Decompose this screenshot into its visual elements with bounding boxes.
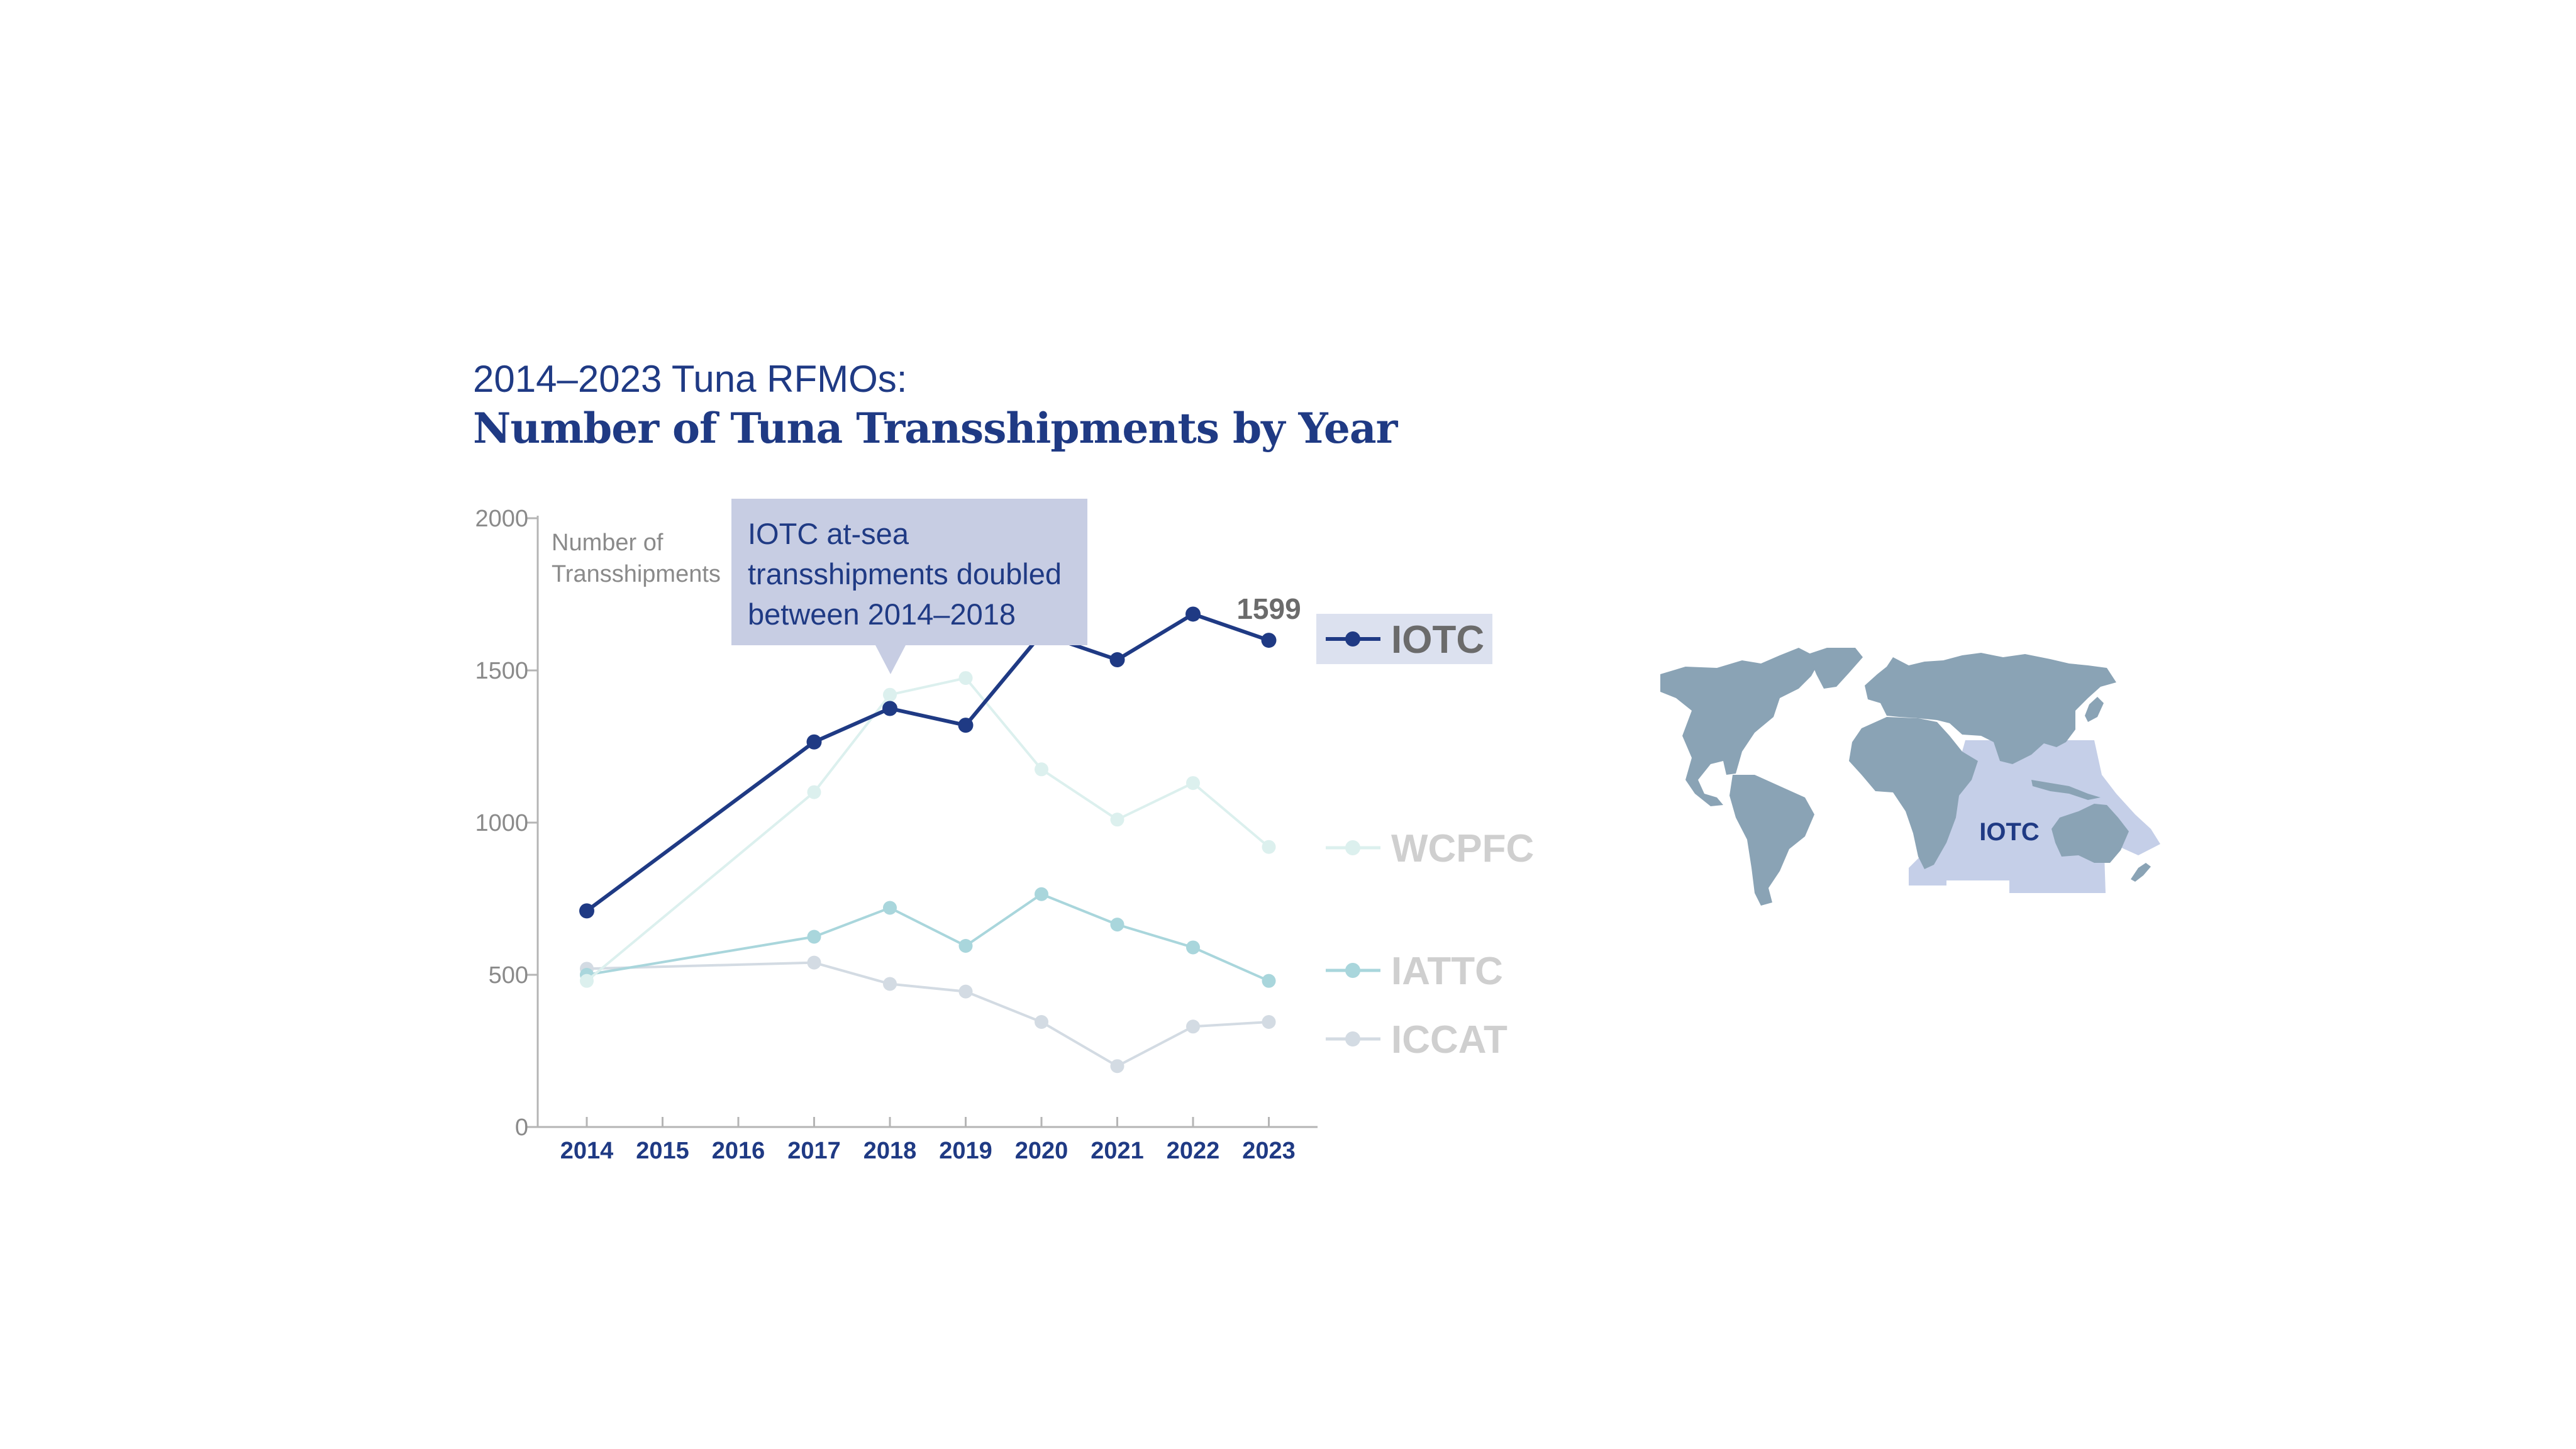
map-australia: [2051, 804, 2129, 863]
y-ticks: 0 500 1000 1500 2000: [475, 506, 538, 1141]
x-tick-label: 2021: [1091, 1138, 1144, 1164]
map-region-label: IOTC: [1979, 818, 2040, 846]
wcpfc-series-line: [586, 677, 1270, 982]
annotation-callout: IOTC at-sea transshipments doubled betwe…: [731, 499, 1087, 645]
chart-subtitle: 2014–2023 Tuna RFMOs:: [473, 358, 908, 400]
map-greenland: [1808, 648, 1863, 689]
legend-label-iotc: IOTC: [1391, 618, 1484, 662]
legend-swatch-dot-iotc: [1345, 631, 1360, 647]
x-tick-label: 2015: [636, 1138, 689, 1164]
x-tick-label: 2023: [1242, 1138, 1296, 1164]
iotc-data-point: [1261, 633, 1277, 648]
wcpfc-data-point: [807, 785, 821, 799]
x-ticks: 2014 2015 2016 2017 2018 2019 2020 2021 2022 2023: [560, 1117, 1296, 1164]
iattc-data-point: [1186, 940, 1200, 955]
x-tick-label: 2019: [939, 1138, 992, 1164]
x-tick-label: 2018: [863, 1138, 917, 1164]
wcpfc-data-point: [958, 671, 973, 686]
y-tick-label: 500: [489, 962, 528, 989]
x-tick-label: 2017: [787, 1138, 841, 1164]
iccat-data-point: [883, 977, 897, 991]
iccat-series-line: [586, 961, 1269, 1068]
x-tick-label: 2022: [1167, 1138, 1220, 1164]
x-tick-label: 2020: [1015, 1138, 1069, 1164]
wcpfc-data-point: [883, 687, 897, 702]
iattc-data-point: [1110, 918, 1124, 932]
iotc-data-point: [882, 701, 897, 716]
iattc-data-point: [1035, 887, 1048, 901]
world-map: IOTC: [1660, 648, 2160, 906]
wcpfc-data-point: [580, 974, 594, 988]
series-layer: [579, 606, 1277, 1074]
y-tick-label: 1500: [475, 658, 528, 684]
callout-pointer: [875, 645, 906, 674]
iattc-data-point: [883, 901, 897, 915]
map-north-america: [1660, 648, 1821, 806]
y-tick-label: 0: [515, 1114, 528, 1141]
iccat-data-point: [1186, 1019, 1200, 1034]
legend-label-iattc: IATTC: [1391, 950, 1503, 993]
iotc-last-value-label: 1599: [1236, 592, 1301, 625]
iotc-data-point: [1185, 606, 1201, 622]
legend-label-wcpfc: WCPFC: [1391, 827, 1534, 870]
iccat-data-point: [1110, 1059, 1124, 1074]
legend-label-iccat: ICCAT: [1391, 1018, 1507, 1062]
map-japan: [2085, 697, 2104, 722]
iattc-data-point: [958, 939, 973, 953]
map-indonesia: [2031, 780, 2101, 800]
iotc-data-point: [958, 718, 974, 733]
x-tick-label: 2014: [560, 1138, 614, 1164]
map-new-zealand: [2131, 863, 2151, 882]
iattc-series-line: [586, 892, 1270, 982]
legend: ICCAT IATTC WCPFC IOTC: [1316, 614, 1534, 1062]
map-south-america: [1729, 775, 1814, 906]
callout-line-3: between 2014–2018: [748, 597, 1016, 631]
legend-swatch-dot-iccat: [1345, 1031, 1360, 1046]
iccat-data-point: [1262, 1015, 1276, 1030]
legend-swatch-dot-iattc: [1345, 963, 1360, 978]
wcpfc-data-point: [1035, 762, 1048, 777]
callout-line-1: IOTC at-sea: [748, 517, 909, 550]
wcpfc-data-point: [1110, 813, 1124, 827]
chart-title: Number of Tuna Transshipments by Year: [473, 404, 1397, 453]
iattc-data-point: [807, 930, 821, 944]
map-africa: [1849, 717, 1978, 869]
iccat-data-point: [1035, 1015, 1048, 1030]
iotc-data-point: [806, 734, 822, 750]
iccat-data-point: [807, 955, 821, 970]
y-tick-label: 2000: [475, 506, 528, 532]
wcpfc-data-point: [1262, 840, 1276, 854]
iotc-data-point: [1109, 652, 1125, 668]
y-axis-label-line2: Transshipments: [552, 561, 721, 587]
chart-axes: Number of Transshipments: [536, 516, 1318, 1128]
x-tick-label: 2016: [712, 1138, 765, 1164]
legend-swatch-dot-wcpfc: [1345, 840, 1360, 855]
wcpfc-data-point: [1186, 776, 1200, 791]
iotc-series-line: [586, 612, 1270, 913]
iccat-data-point: [958, 984, 973, 999]
iotc-data-point: [579, 903, 594, 919]
y-axis-label-line1: Number of: [552, 530, 663, 556]
y-tick-label: 1000: [475, 810, 528, 836]
callout-line-2: transshipments doubled: [748, 557, 1062, 591]
map-eurasia: [1865, 653, 2116, 764]
iattc-data-point: [1262, 974, 1276, 988]
